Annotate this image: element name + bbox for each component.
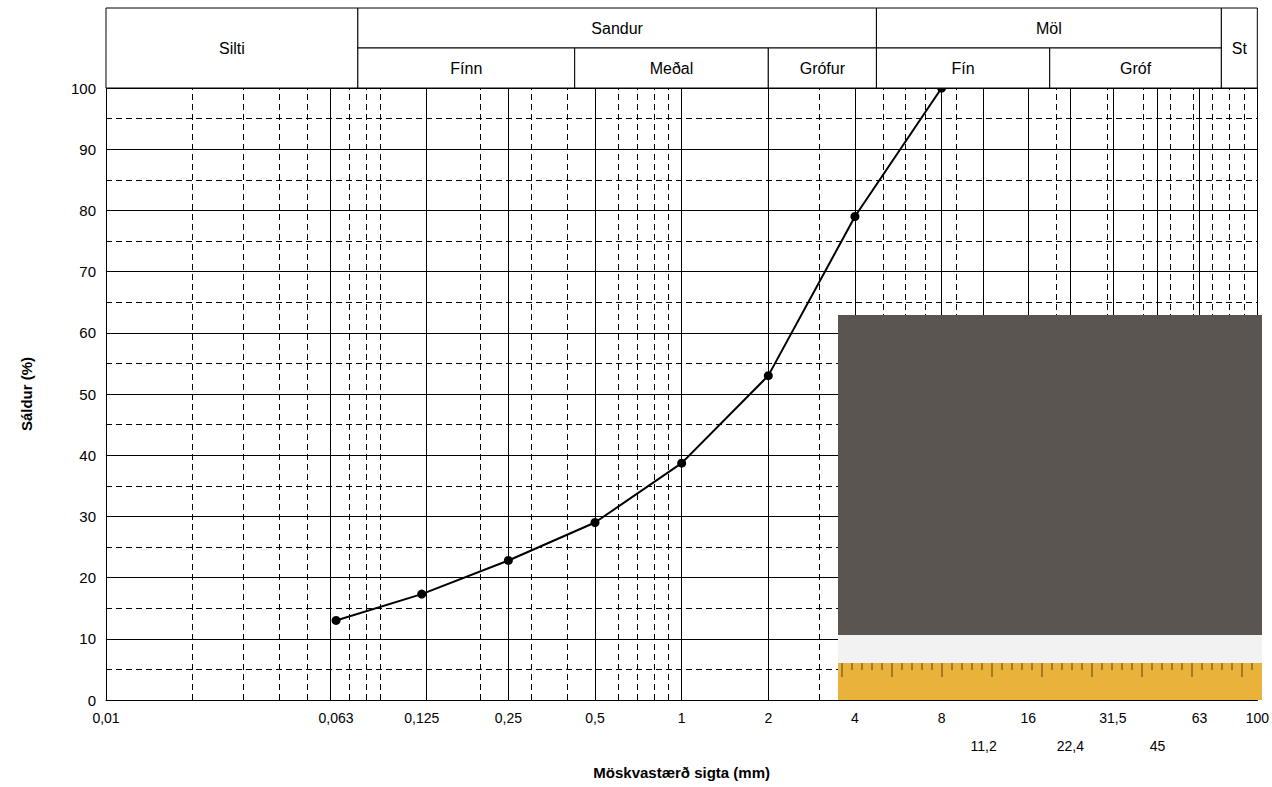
svg-text:1: 1 [678,710,686,726]
svg-text:Fín: Fín [952,60,975,77]
svg-text:20: 20 [79,569,96,586]
svg-text:100: 100 [71,80,96,97]
svg-text:10: 10 [79,630,96,647]
svg-text:63: 63 [1192,710,1208,726]
svg-text:70: 70 [79,263,96,280]
svg-text:0,01: 0,01 [92,710,119,726]
svg-text:0: 0 [88,692,96,709]
svg-text:60: 60 [79,324,96,341]
svg-text:30: 30 [79,508,96,525]
svg-text:St: St [1232,40,1248,57]
svg-text:Fínn: Fínn [450,60,482,77]
svg-text:Gróf: Gróf [1120,60,1152,77]
svg-text:Silti: Silti [219,40,245,57]
svg-text:45: 45 [1150,738,1166,754]
svg-text:11,2: 11,2 [971,738,997,754]
svg-text:0,25: 0,25 [495,710,522,726]
svg-text:Sáldur (%): Sáldur (%) [18,357,35,431]
svg-text:Meðal: Meðal [650,60,694,77]
svg-text:2: 2 [764,710,772,726]
svg-text:Sandur: Sandur [591,20,643,37]
svg-text:31,5: 31,5 [1099,710,1126,726]
svg-text:80: 80 [79,202,96,219]
svg-text:100: 100 [1246,710,1270,726]
svg-text:Möl: Möl [1036,20,1062,37]
svg-text:Möskvastærð sigta (mm): Möskvastærð sigta (mm) [593,764,770,781]
svg-text:0,5: 0,5 [585,710,605,726]
svg-text:22,4: 22,4 [1057,738,1084,754]
svg-text:16: 16 [1020,710,1036,726]
svg-text:0,125: 0,125 [404,710,439,726]
svg-text:40: 40 [79,447,96,464]
svg-text:4: 4 [851,710,859,726]
svg-text:8: 8 [938,710,946,726]
svg-text:90: 90 [79,141,96,158]
svg-text:0,063: 0,063 [319,710,354,726]
svg-text:Grófur: Grófur [800,60,846,77]
svg-text:50: 50 [79,386,96,403]
